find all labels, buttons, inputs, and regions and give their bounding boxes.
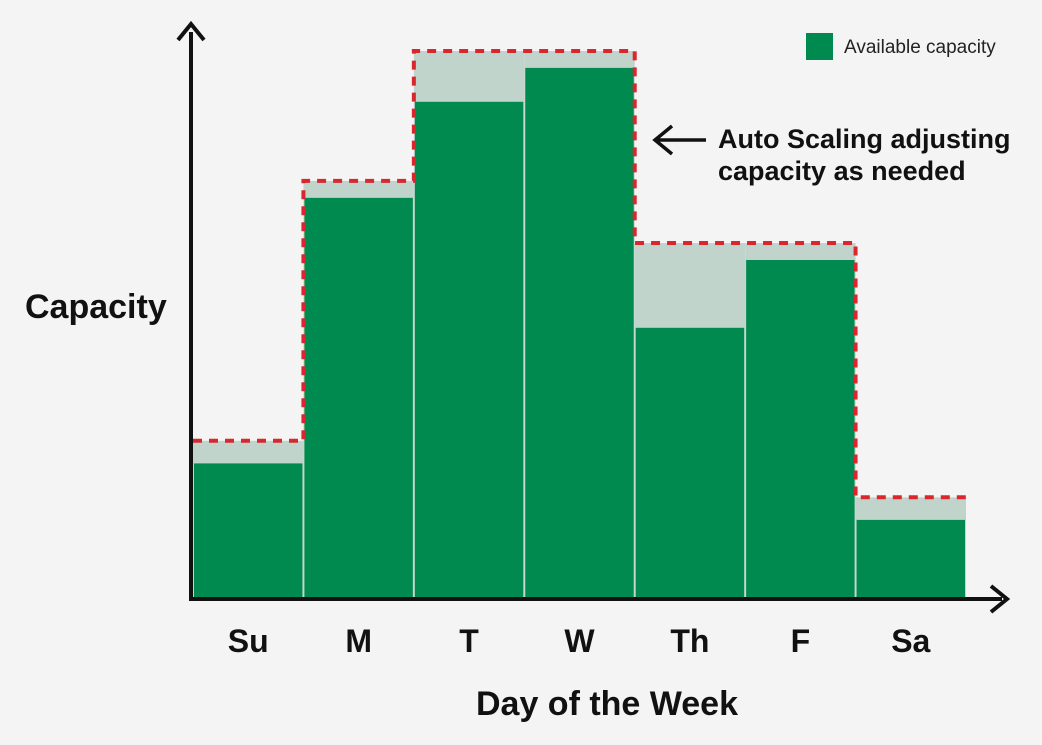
scaling-step-line (193, 48, 966, 500)
bar-M (304, 197, 413, 599)
x-axis-arrowhead (989, 584, 1011, 614)
annotation-arrow (652, 124, 706, 156)
bar-Su (194, 463, 303, 599)
y-axis-label: Capacity (25, 288, 167, 326)
bars-layer (194, 67, 965, 600)
x-tick-T: T (459, 623, 479, 659)
legend-label: Available capacity (844, 37, 996, 58)
x-tick-Sa: Sa (891, 623, 930, 659)
bar-W (525, 67, 634, 599)
x-tick-labels: Su M T W Th F Sa (228, 623, 931, 659)
annotation-line-1: Auto Scaling adjusting (718, 124, 1011, 154)
legend-swatch (806, 33, 833, 60)
annotation-line-2: capacity as needed (718, 156, 966, 186)
bar-T (414, 101, 524, 600)
bar-Sa (856, 519, 965, 599)
x-tick-Su: Su (228, 623, 269, 659)
x-tick-W: W (564, 623, 595, 659)
x-tick-M: M (345, 623, 372, 659)
x-tick-F: F (791, 623, 811, 659)
bar-F (746, 260, 855, 599)
y-axis-arrowhead (176, 20, 206, 42)
x-axis-label: Day of the Week (476, 685, 738, 723)
x-tick-Th: Th (670, 623, 709, 659)
bar-Th (635, 327, 745, 599)
